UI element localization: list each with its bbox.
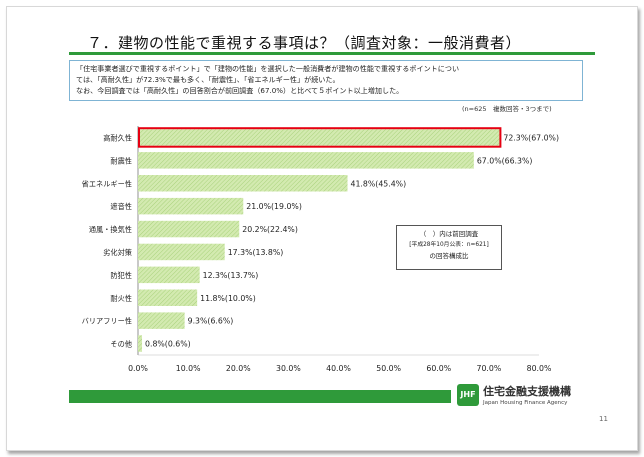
org-name: 住宅金融支援機構 — [483, 385, 571, 398]
data-label: 20.2%(22.4%) — [242, 225, 298, 234]
chart-bar — [138, 152, 474, 169]
title-underline — [69, 52, 595, 55]
category-label: 耐火性 — [110, 294, 132, 303]
chart-bar — [138, 129, 501, 146]
category-label: 高耐久性 — [103, 133, 132, 142]
category-label: バリアフリー性 — [82, 317, 132, 326]
data-label: 41.8%(45.4%) — [351, 179, 407, 188]
x-tick-label: 80.0% — [527, 364, 552, 373]
x-tick-label: 10.0% — [176, 364, 201, 373]
data-label: 17.3%(13.8%) — [228, 248, 284, 257]
data-label: 67.0%(66.3%) — [477, 156, 533, 165]
legend-line: （ ）内は前回調査 — [419, 230, 479, 238]
sample-note: (n=625 複数回答・3つまで) — [462, 105, 552, 113]
chart-bar — [138, 197, 244, 215]
highlight-frame — [138, 127, 502, 148]
slide: ７．建物の性能で重視する事項は？（調査対象：一般消費者） 「住宅事業者選びで重視… — [6, 6, 638, 451]
footer-bar — [69, 390, 451, 403]
bar-chart: 高耐久性 72.3%(67.0%) 耐震性 67.0%(66.3%) 省エネルギー性 41… — [82, 126, 559, 373]
data-label: 72.3%(67.0%) — [503, 133, 559, 142]
data-label: 12.3%(13.7%) — [203, 271, 259, 280]
category-label: 防犯性 — [110, 271, 132, 280]
data-label: 0.8%(0.6%) — [145, 340, 191, 349]
x-tick-label: 20.0% — [226, 364, 251, 373]
category-label: 省エネルギー性 — [82, 179, 132, 188]
data-label: 9.3%(6.6%) — [188, 317, 234, 326]
chart-bar — [138, 220, 240, 238]
legend-box: （ ）内は前回調査 [平成28年10月公表：n=621] の回答構成比 — [396, 225, 502, 270]
legend-line: の回答構成比 — [429, 252, 469, 260]
category-label: 遮音性 — [110, 202, 132, 211]
x-tick-label: 30.0% — [276, 364, 301, 373]
chart-bar — [138, 312, 185, 329]
org-name-en: Japan Housing Finance Agency — [483, 400, 568, 406]
data-label: 21.0%(19.0%) — [246, 202, 302, 211]
chart-bar — [138, 289, 198, 306]
x-tick-label: 40.0% — [326, 364, 351, 373]
description-box: 「住宅事業者選びで重視するポイント」で「建物の性能」を選択した一般消費者が建物の… — [69, 60, 583, 101]
category-label: その他 — [110, 340, 132, 349]
org-logo: JHF 住宅金融支援機構 Japan Housing Finance Agenc… — [457, 383, 607, 413]
chart-bar — [138, 175, 348, 192]
category-label: 劣化対策 — [103, 248, 132, 257]
description-line: なお、今回調査では「高耐久性」の回答割合が前回調査（67.0%）と比べて５ポイン… — [76, 86, 404, 95]
category-label: 通風・換気性 — [89, 225, 132, 234]
data-label: 11.8%(10.0%) — [200, 294, 256, 303]
category-label: 耐震性 — [110, 156, 132, 165]
legend-line: [平成28年10月公表：n=621] — [409, 242, 489, 248]
x-tick-label: 70.0% — [476, 364, 501, 373]
jhf-logo-icon: JHF — [457, 384, 479, 406]
chart-bar — [138, 335, 143, 352]
x-tick-label: 50.0% — [376, 364, 401, 373]
x-tick-label: 60.0% — [426, 364, 451, 373]
description-line: ては、「高耐久性」が72.3%で最も多く、「耐震性」、「省エネルギー性」が続いた… — [76, 75, 340, 84]
chart-bar — [138, 243, 225, 261]
page-number: 11 — [599, 415, 608, 423]
chart-bar — [138, 266, 200, 284]
page-title: ７．建物の性能で重視する事項は？（調査対象：一般消費者） — [87, 34, 522, 52]
x-tick-label: 0.0% — [128, 364, 148, 373]
description-line: 「住宅事業者選びで重視するポイント」で「建物の性能」を選択した一般消費者が建物の… — [76, 64, 460, 73]
